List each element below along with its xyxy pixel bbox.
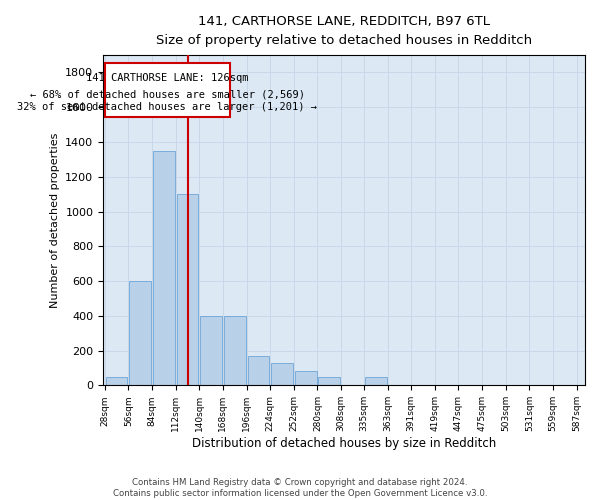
Bar: [248, 356, 269, 386]
Bar: [176, 194, 199, 386]
Text: Contains HM Land Registry data © Crown copyright and database right 2024.
Contai: Contains HM Land Registry data © Crown c…: [113, 478, 487, 498]
Bar: [224, 316, 245, 386]
X-axis label: Distribution of detached houses by size in Redditch: Distribution of detached houses by size …: [192, 437, 496, 450]
Text: 141 CARTHORSE LANE: 126sqm: 141 CARTHORSE LANE: 126sqm: [86, 73, 248, 83]
Y-axis label: Number of detached properties: Number of detached properties: [50, 132, 60, 308]
Text: 32% of semi-detached houses are larger (1,201) →: 32% of semi-detached houses are larger (…: [17, 102, 317, 112]
Bar: [106, 376, 127, 386]
Bar: [271, 363, 293, 386]
FancyBboxPatch shape: [105, 63, 230, 117]
Bar: [200, 316, 222, 386]
Bar: [365, 376, 386, 386]
Bar: [319, 376, 340, 386]
Title: 141, CARTHORSE LANE, REDDITCH, B97 6TL
Size of property relative to detached hou: 141, CARTHORSE LANE, REDDITCH, B97 6TL S…: [156, 15, 532, 47]
Bar: [130, 281, 151, 386]
Bar: [153, 150, 175, 386]
Text: ← 68% of detached houses are smaller (2,569): ← 68% of detached houses are smaller (2,…: [30, 89, 305, 99]
Bar: [295, 372, 317, 386]
